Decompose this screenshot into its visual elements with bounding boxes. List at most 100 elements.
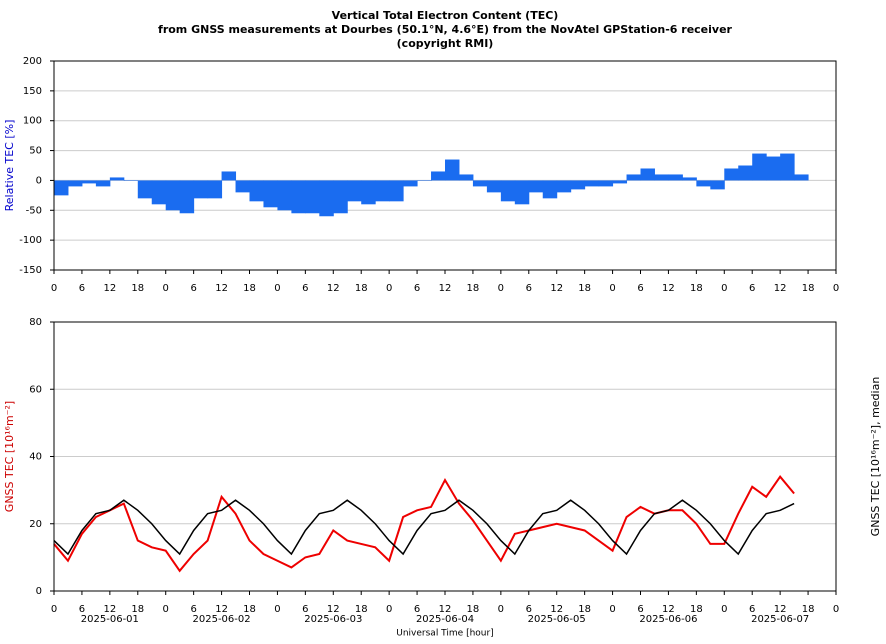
x-tick-label: 6	[637, 283, 643, 294]
bar	[333, 180, 348, 214]
bar	[81, 180, 97, 184]
date-label: 2025-06-01	[81, 614, 139, 625]
y-axis-label: Relative TEC [%]	[3, 120, 16, 212]
x-tick-label: 6	[749, 283, 755, 294]
bar	[347, 180, 362, 202]
x-tick-label: 6	[637, 604, 643, 615]
y-tick-label: 100	[23, 116, 42, 127]
bar	[458, 174, 474, 181]
bar	[626, 174, 641, 181]
bar	[137, 180, 153, 199]
x-tick-label: 6	[302, 283, 308, 294]
plot-frame	[53, 321, 837, 592]
bar	[123, 180, 139, 181]
x-tick-label: 0	[721, 604, 727, 615]
x-tick-label: 6	[749, 604, 755, 615]
bar	[193, 180, 209, 199]
bar	[766, 156, 781, 181]
bar	[752, 153, 767, 181]
x-tick-label: 0	[833, 604, 839, 615]
bar	[361, 180, 376, 205]
x-tick-label: 0	[609, 283, 615, 294]
plot-frame	[53, 60, 837, 271]
y-tick-label: 60	[29, 384, 42, 395]
y-tick-label: 20	[29, 519, 42, 530]
x-tick-label: 12	[103, 604, 116, 615]
x-tick-label: 0	[833, 283, 839, 294]
x-tick-label: 12	[439, 604, 452, 615]
bar	[165, 180, 181, 211]
bar	[738, 165, 753, 181]
bar	[291, 180, 306, 214]
x-tick-label: 18	[802, 283, 815, 294]
bar	[221, 171, 237, 181]
x-tick-label: 0	[498, 604, 504, 615]
x-tick-label: 18	[802, 604, 815, 615]
x-tick-label: 0	[721, 283, 727, 294]
x-tick-label: 18	[243, 283, 256, 294]
bar	[403, 180, 418, 187]
y-tick-label: -50	[26, 205, 42, 216]
y2-axis-label: GNSS TEC [10¹⁶m⁻²], median	[869, 377, 882, 537]
y-tick-label: 80	[29, 317, 42, 328]
x-tick-label: 12	[662, 604, 675, 615]
x-tick-label: 12	[103, 283, 116, 294]
bar	[654, 174, 669, 181]
bar	[528, 180, 544, 193]
line	[53, 475, 795, 573]
x-tick-label: 18	[578, 604, 591, 615]
x-tick-label: 6	[526, 283, 532, 294]
x-tick-label: 0	[163, 283, 169, 294]
bar	[640, 168, 655, 181]
x-tick-label: 18	[131, 604, 144, 615]
x-tick-label: 12	[550, 604, 563, 615]
bar	[319, 180, 334, 217]
x-tick-label: 12	[550, 283, 563, 294]
x-tick-label: 12	[327, 283, 340, 294]
x-axis-label: Universal Time [hour]	[396, 629, 493, 639]
x-tick-label: 6	[414, 604, 420, 615]
x-tick-label: 0	[609, 604, 615, 615]
x-tick-label: 18	[355, 604, 368, 615]
y-tick-label: 200	[23, 56, 42, 67]
date-label: 2025-06-04	[416, 614, 474, 625]
y-tick-label: 50	[29, 146, 42, 157]
x-tick-label: 18	[467, 604, 480, 615]
x-tick-label: 18	[131, 283, 144, 294]
date-label: 2025-06-06	[639, 614, 697, 625]
bar	[179, 180, 195, 214]
x-tick-label: 6	[79, 283, 85, 294]
bar	[431, 171, 446, 181]
x-tick-label: 6	[526, 604, 532, 615]
y-tick-label: 0	[36, 586, 42, 597]
bar	[249, 180, 264, 202]
x-tick-label: 0	[274, 283, 280, 294]
y-tick-label: 150	[23, 86, 42, 97]
bar	[486, 180, 502, 193]
x-tick-label: 12	[774, 604, 787, 615]
bar	[389, 180, 404, 202]
bar	[612, 180, 628, 184]
bar	[794, 174, 809, 181]
bar	[305, 180, 320, 214]
x-tick-label: 12	[215, 283, 228, 294]
x-tick-label: 18	[355, 283, 368, 294]
bar	[710, 180, 725, 190]
y-axis-label: GNSS TEC [10¹⁶m⁻²]	[3, 401, 16, 512]
date-label: 2025-06-05	[528, 614, 586, 625]
bar	[277, 180, 292, 211]
bar	[570, 180, 586, 190]
bar	[417, 180, 432, 181]
bar	[263, 180, 278, 208]
x-tick-label: 12	[215, 604, 228, 615]
bar	[584, 180, 600, 187]
date-label: 2025-06-02	[193, 614, 251, 625]
bar	[500, 180, 516, 202]
bar	[375, 180, 390, 202]
bar	[696, 180, 711, 187]
x-tick-label: 6	[79, 604, 85, 615]
bar	[682, 177, 697, 181]
bar	[780, 153, 795, 181]
x-tick-label: 6	[302, 604, 308, 615]
x-tick-label: 0	[498, 283, 504, 294]
